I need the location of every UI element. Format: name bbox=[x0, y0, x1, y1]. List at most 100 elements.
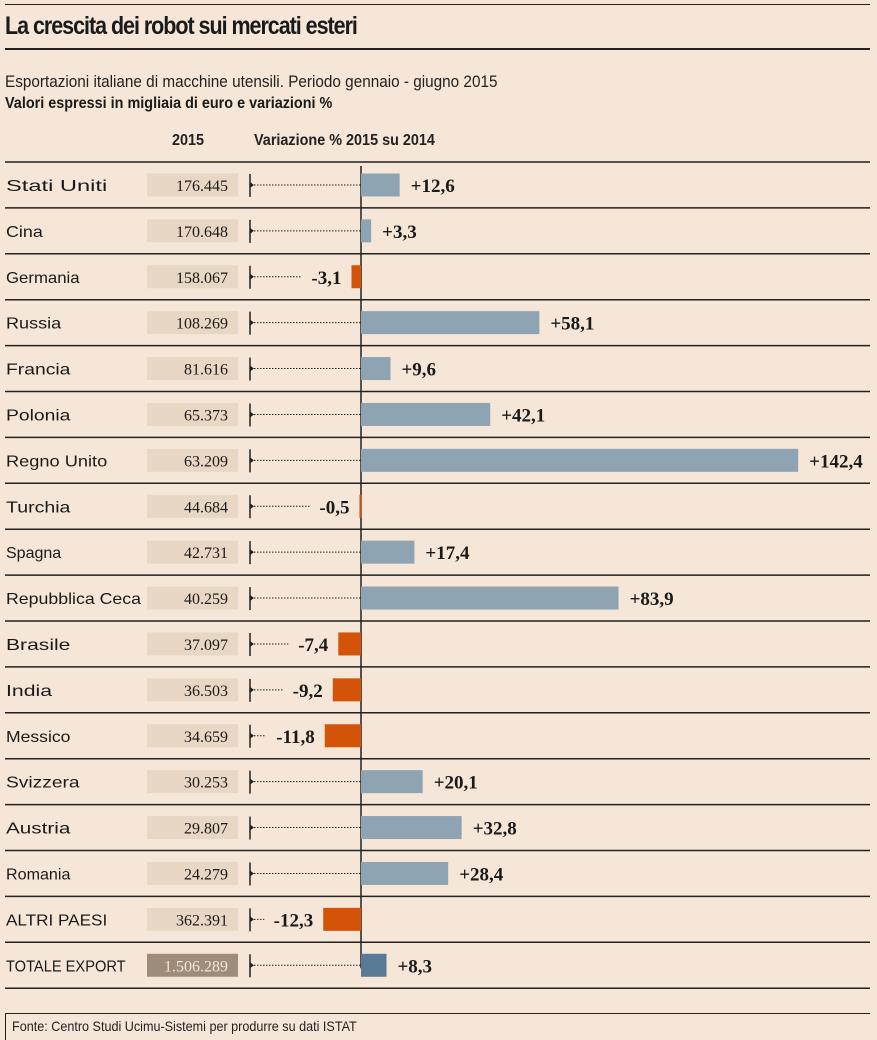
category-label: Austria bbox=[6, 821, 71, 838]
value-box bbox=[147, 678, 238, 702]
change-label: +83,9 bbox=[630, 589, 674, 610]
change-bar bbox=[324, 724, 361, 748]
value-2015-label: 81.616 bbox=[184, 362, 228, 379]
value-box bbox=[147, 953, 238, 977]
source-box: Fonte: Centro Studi Ucimu-Sistemi per pr… bbox=[5, 1013, 870, 1040]
change-label: -12,3 bbox=[274, 910, 314, 931]
chart-title: La crescita dei robot sui mercati esteri bbox=[5, 12, 358, 40]
value-box bbox=[147, 357, 238, 381]
top-rule bbox=[5, 4, 870, 5]
category-label: Brasile bbox=[6, 637, 71, 654]
change-label: +42,1 bbox=[501, 405, 545, 426]
value-box bbox=[147, 540, 238, 564]
category-label: Repubblica Ceca bbox=[6, 591, 141, 608]
change-label: +12,6 bbox=[411, 176, 455, 197]
change-label: +3,3 bbox=[382, 222, 417, 243]
category-label: Regno Unito bbox=[6, 453, 107, 470]
leader-arrow bbox=[250, 503, 254, 510]
change-bar bbox=[323, 907, 361, 931]
value-2015-label: 30.253 bbox=[184, 775, 228, 792]
leader-arrow bbox=[250, 595, 254, 602]
leader-arrow bbox=[250, 549, 254, 556]
category-label: Francia bbox=[6, 362, 71, 379]
change-label: +58,1 bbox=[550, 314, 594, 335]
change-bar bbox=[361, 770, 423, 794]
change-label: +32,8 bbox=[473, 819, 517, 840]
chart-subtitle: Esportazioni italiane di macchine utensi… bbox=[5, 72, 498, 91]
change-bar bbox=[361, 540, 415, 564]
change-bar bbox=[361, 448, 799, 472]
change-label: +8,3 bbox=[397, 956, 432, 977]
value-box bbox=[147, 402, 238, 426]
change-bar bbox=[351, 265, 361, 289]
category-label: Stati Uniti bbox=[6, 178, 107, 195]
leader-arrow bbox=[250, 411, 254, 418]
change-bar bbox=[361, 402, 491, 426]
value-2015-label: 176.445 bbox=[176, 178, 228, 195]
change-label: -9,2 bbox=[293, 681, 323, 702]
change-bar bbox=[361, 173, 400, 197]
value-box bbox=[147, 265, 238, 289]
leader-arrow bbox=[250, 457, 254, 464]
change-label: +17,4 bbox=[425, 543, 470, 564]
category-label: Germania bbox=[6, 270, 80, 287]
value-2015-label: 65.373 bbox=[184, 407, 228, 424]
column-header-2015: 2015 bbox=[172, 132, 205, 149]
leader-arrow bbox=[250, 181, 254, 188]
change-label: -7,4 bbox=[298, 635, 329, 656]
value-2015-label: 29.807 bbox=[184, 821, 228, 838]
change-bar bbox=[361, 816, 462, 840]
category-label: ALTRI PAESI bbox=[6, 912, 107, 929]
change-label: -3,1 bbox=[311, 268, 341, 289]
leader-arrow bbox=[250, 319, 254, 326]
change-label: +20,1 bbox=[434, 773, 478, 794]
category-label: India bbox=[6, 683, 52, 700]
change-bar bbox=[361, 219, 372, 243]
change-bar bbox=[361, 357, 391, 381]
value-box bbox=[147, 770, 238, 794]
leader-arrow bbox=[250, 916, 254, 923]
source-note: Fonte: Centro Studi Ucimu-Sistemi per pr… bbox=[12, 1018, 357, 1034]
value-2015-label: 37.097 bbox=[184, 637, 228, 654]
leader-arrow bbox=[250, 640, 254, 647]
category-label: Messico bbox=[6, 729, 71, 746]
value-2015-label: 34.659 bbox=[184, 729, 228, 746]
value-box bbox=[147, 173, 238, 197]
value-2015-label: 40.259 bbox=[184, 591, 228, 608]
value-2015-label: 170.648 bbox=[176, 224, 228, 241]
change-bar bbox=[361, 953, 387, 977]
leader-arrow bbox=[250, 962, 254, 969]
leader-arrow bbox=[250, 824, 254, 831]
value-box bbox=[147, 816, 238, 840]
category-label: Svizzera bbox=[6, 775, 80, 792]
value-box bbox=[147, 448, 238, 472]
value-2015-label: 108.269 bbox=[176, 316, 228, 333]
value-box bbox=[147, 311, 238, 335]
value-box bbox=[147, 219, 238, 243]
leader-arrow bbox=[250, 365, 254, 372]
change-bar bbox=[338, 632, 361, 656]
value-box bbox=[147, 724, 238, 748]
category-label: Spagna bbox=[6, 545, 61, 562]
change-bar bbox=[361, 311, 540, 335]
units-note: Valori espressi in migliaia di euro e va… bbox=[5, 95, 333, 112]
change-bar bbox=[361, 861, 449, 885]
change-label: +9,6 bbox=[401, 360, 436, 381]
value-2015-label: 63.209 bbox=[184, 453, 228, 470]
value-2015-label: 158.067 bbox=[176, 270, 228, 287]
change-label: +142,4 bbox=[809, 451, 863, 472]
category-label: Russia bbox=[6, 316, 61, 333]
value-box bbox=[147, 907, 238, 931]
change-bar bbox=[359, 494, 362, 518]
title-rule bbox=[5, 48, 870, 50]
change-bar bbox=[332, 678, 361, 702]
leader-arrow bbox=[250, 686, 254, 693]
value-box bbox=[147, 494, 238, 518]
leader-arrow bbox=[250, 227, 254, 234]
value-box bbox=[147, 861, 238, 885]
value-2015-label: 36.503 bbox=[184, 683, 228, 700]
value-2015-label: 44.684 bbox=[184, 499, 228, 516]
change-label: -0,5 bbox=[319, 497, 349, 518]
leader-arrow bbox=[250, 778, 254, 785]
